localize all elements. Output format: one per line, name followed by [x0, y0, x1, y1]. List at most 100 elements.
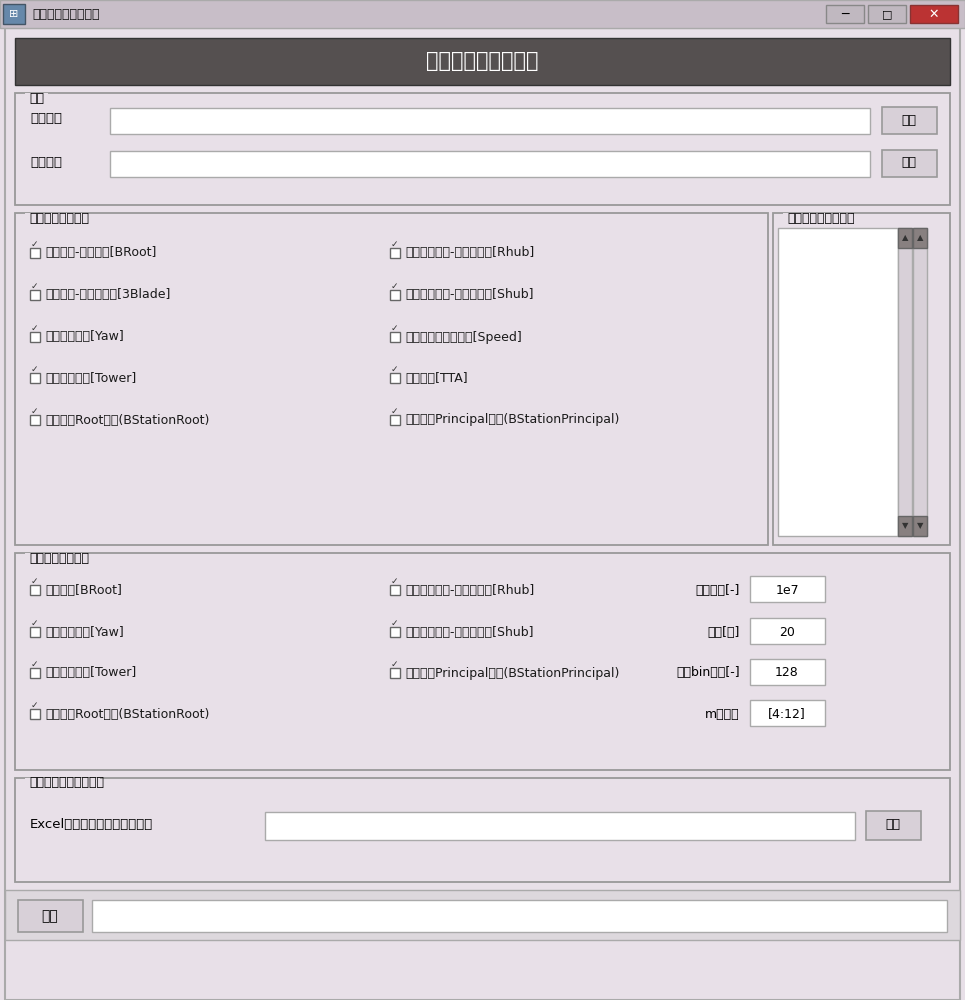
Bar [15, 93, 950, 205]
Text: 轮毂中心载荷-静止坐标系[Shub]: 轮毂中心载荷-静止坐标系[Shub] [405, 626, 534, 639]
Text: ✓: ✓ [391, 365, 399, 374]
Text: ✓: ✓ [391, 407, 399, 416]
Bar [390, 627, 400, 637]
Text: ▼: ▼ [901, 522, 908, 530]
Bar [390, 668, 400, 678]
Text: 叶片与塔架截面高度: 叶片与塔架截面高度 [787, 212, 854, 225]
Text: 风轮发电机最大转速[Speed]: 风轮发电机最大转速[Speed] [405, 330, 522, 344]
Text: ✓: ✓ [31, 619, 39, 628]
Bar [15, 553, 950, 770]
Text: 偏航轴承载荷[Yaw]: 偏航轴承载荷[Yaw] [45, 330, 124, 344]
Text: 塔架截面载荷[Tower]: 塔架截面载荷[Tower] [45, 371, 136, 384]
Bar [898, 516, 912, 536]
Text: 1e7: 1e7 [775, 584, 799, 596]
Text: ✓: ✓ [391, 619, 399, 628]
Bar [898, 228, 912, 536]
Bar [30, 709, 40, 719]
Text: ✓: ✓ [31, 407, 39, 416]
Bar [30, 627, 40, 637]
Text: ✓: ✓ [31, 577, 39, 586]
Bar [30, 415, 40, 425]
Text: 载荷后处理文件生成: 载荷后处理文件生成 [32, 7, 99, 20]
Bar [30, 332, 40, 342]
Text: 浏览: 浏览 [901, 113, 917, 126]
Text: ▲: ▲ [917, 233, 924, 242]
Bar [783, 213, 851, 223]
Bar [5, 890, 960, 940]
Text: 塔架净空[TTA]: 塔架净空[TTA] [405, 371, 468, 384]
Bar [30, 585, 40, 595]
Text: ✓: ✓ [391, 660, 399, 669]
Text: 生成: 生成 [41, 909, 58, 923]
Bar [778, 228, 898, 536]
Bar [3, 4, 25, 24]
Text: m值范围: m值范围 [705, 708, 740, 720]
Bar [750, 700, 825, 726]
Text: 叶根载荷-叶片不合并[3Blade]: 叶根载荷-叶片不合并[3Blade] [45, 288, 171, 302]
Text: ✓: ✓ [31, 660, 39, 669]
Text: [4:12]: [4:12] [768, 708, 806, 720]
Bar [110, 151, 870, 177]
Text: ✓: ✓ [31, 324, 39, 333]
Text: Excel导入安全系数与小时数：: Excel导入安全系数与小时数： [30, 818, 153, 832]
Bar [390, 585, 400, 595]
Bar [0, 0, 965, 28]
Text: 浏览: 浏览 [886, 818, 900, 832]
Text: ✕: ✕ [928, 7, 939, 20]
Text: ✓: ✓ [391, 282, 399, 291]
Bar [30, 290, 40, 300]
Bar [882, 150, 937, 177]
Text: ─: ─ [841, 7, 849, 20]
Bar [898, 228, 912, 248]
Bar [750, 618, 825, 644]
Text: 载荷后处理文件生成: 载荷后处理文件生成 [426, 51, 538, 71]
Bar [866, 811, 921, 840]
Text: 叶片截面Root载荷(BStationRoot): 叶片截面Root载荷(BStationRoot) [45, 708, 209, 720]
Text: 极限载荷提取类别: 极限载荷提取类别 [29, 212, 89, 225]
Text: 塔架截面载荷[Tower]: 塔架截面载荷[Tower] [45, 666, 136, 680]
Text: 寿命[年]: 寿命[年] [707, 626, 740, 639]
Bar [25, 213, 87, 223]
Text: 轮毂中心载荷-旋转坐标系[Rhub]: 轮毂中心载荷-旋转坐标系[Rhub] [405, 246, 535, 259]
Text: ✓: ✓ [391, 324, 399, 333]
Text: ▼: ▼ [917, 522, 924, 530]
Bar [910, 5, 958, 23]
Bar [30, 373, 40, 383]
Text: ⊞: ⊞ [10, 9, 18, 19]
Bar [773, 213, 950, 545]
Bar [390, 290, 400, 300]
Bar [868, 5, 906, 23]
Bar [25, 93, 48, 103]
Bar [15, 213, 768, 545]
Text: ✓: ✓ [31, 240, 39, 249]
Bar [15, 778, 950, 882]
Text: 叶根载荷[BRoot]: 叶根载荷[BRoot] [45, 584, 122, 596]
Bar [265, 812, 855, 840]
Text: ✓: ✓ [391, 577, 399, 586]
Text: 雨流bin数目[-]: 雨流bin数目[-] [676, 666, 740, 680]
Text: 浏览: 浏览 [901, 156, 917, 169]
Text: 偏航轴承载荷[Yaw]: 偏航轴承载荷[Yaw] [45, 626, 124, 639]
Bar [826, 5, 864, 23]
Bar [913, 228, 927, 536]
Bar [390, 332, 400, 342]
Text: 轮毂中心载荷-旋转坐标系[Rhub]: 轮毂中心载荷-旋转坐标系[Rhub] [405, 584, 535, 596]
Text: 循环次数[-]: 循环次数[-] [696, 584, 740, 596]
Bar [30, 668, 40, 678]
Text: 叶根载荷-叶片合并[BRoot]: 叶根载荷-叶片合并[BRoot] [45, 246, 156, 259]
Text: ▲: ▲ [901, 233, 908, 242]
Text: 时序目录: 时序目录 [30, 111, 62, 124]
Bar [390, 248, 400, 258]
Text: 输出目录: 输出目录 [30, 155, 62, 168]
Text: ✓: ✓ [31, 365, 39, 374]
Text: 叶片截面Principal载荷(BStationPrincipal): 叶片截面Principal载荷(BStationPrincipal) [405, 666, 620, 680]
Bar [92, 900, 947, 932]
Bar [750, 659, 825, 685]
Text: 128: 128 [775, 666, 799, 680]
Bar [25, 553, 87, 563]
Text: 叶片截面Root载荷(BStationRoot): 叶片截面Root载荷(BStationRoot) [45, 414, 209, 426]
Text: 叶片截面Principal载荷(BStationPrincipal): 叶片截面Principal载荷(BStationPrincipal) [405, 414, 620, 426]
Bar [882, 107, 937, 134]
Bar [15, 38, 950, 85]
Text: ✓: ✓ [391, 240, 399, 249]
